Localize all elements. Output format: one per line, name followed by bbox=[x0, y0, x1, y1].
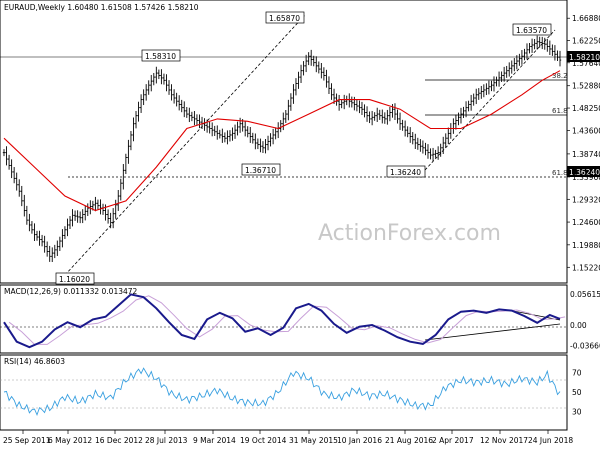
svg-text:1.63570: 1.63570 bbox=[516, 26, 547, 35]
svg-text:1.36240: 1.36240 bbox=[390, 168, 421, 177]
price-y-tick-1: 1.62250 bbox=[572, 37, 600, 46]
x-tick-10: 12 Nov 2017 bbox=[480, 436, 528, 445]
annotation-116020: 1.16020 bbox=[55, 272, 95, 285]
svg-text:1.65870: 1.65870 bbox=[269, 14, 300, 23]
x-tick-7: 10 Jan 2016 bbox=[337, 436, 382, 445]
macd-signal-line bbox=[8, 295, 566, 345]
moving-average-line bbox=[3, 70, 561, 212]
svg-text:1.36710: 1.36710 bbox=[245, 166, 276, 175]
price-y-tick-5: 1.43600 bbox=[572, 126, 600, 135]
price-y-tick-11: 1.15220 bbox=[572, 263, 600, 272]
macd-header: MACD(12,26,9) 0.011332 0.013472 bbox=[4, 287, 138, 296]
svg-text:1.58310: 1.58310 bbox=[145, 52, 176, 61]
trendline-up-2012-2015 bbox=[64, 14, 306, 276]
fib-label-61-8-upper: 61.8 bbox=[552, 107, 568, 115]
x-tick-0: 25 Sep 2011 bbox=[3, 436, 51, 445]
x-tick-9: 2 Apr 2017 bbox=[432, 436, 474, 445]
rsi-panel bbox=[0, 354, 568, 431]
x-tick-4: 9 Mar 2014 bbox=[193, 436, 236, 445]
trendline-up-2016-2018 bbox=[424, 29, 556, 171]
price-y-tick-9: 1.24600 bbox=[572, 218, 600, 227]
annotation-163570: 1.63570 bbox=[512, 23, 552, 36]
price-y-tick-3: 1.52880 bbox=[572, 82, 600, 91]
level-label-136240: 1.36240 bbox=[567, 166, 600, 177]
current-price-label: 1.58210 bbox=[567, 51, 600, 62]
x-tick-2: 16 Dec 2012 bbox=[95, 436, 143, 445]
price-header: EURAUD,Weekly 1.60480 1.61508 1.57426 1.… bbox=[4, 3, 199, 12]
price-y-tick-2: 1.57640 bbox=[572, 59, 600, 68]
macd-y-tick-1: 0.00 bbox=[570, 321, 587, 330]
price-y-tick-10: 1.19880 bbox=[572, 241, 600, 250]
x-tick-3: 28 Jul 2013 bbox=[145, 436, 188, 445]
rsi-y-tick-0: 70 bbox=[572, 369, 582, 378]
rsi-y-tick-1: 50 bbox=[572, 388, 582, 397]
price-y-tick-7: 1.33960 bbox=[572, 173, 600, 182]
annotation-136710: 1.36710 bbox=[241, 163, 281, 176]
annotation-165870: 1.65870 bbox=[265, 11, 305, 24]
watermark: ActionForex.com bbox=[318, 221, 501, 246]
x-tick-8: 21 Aug 2016 bbox=[385, 436, 433, 445]
price-y-tick-0: 1.66880 bbox=[572, 14, 600, 23]
macd-y-tick-2: -0.036601 bbox=[570, 341, 600, 350]
rsi-y-tick-2: 30 bbox=[572, 407, 582, 416]
price-y-tick-6: 1.38740 bbox=[572, 150, 600, 159]
x-tick-5: 19 Oct 2014 bbox=[240, 436, 287, 445]
x-tick-1: 6 May 2012 bbox=[48, 436, 92, 445]
svg-text:1.16020: 1.16020 bbox=[59, 275, 90, 284]
macd-trendline-lower bbox=[424, 323, 561, 341]
macd-line bbox=[3, 293, 561, 349]
fib-label-61-8-lower: 61.8 bbox=[552, 169, 568, 177]
svg-text:1.36240: 1.36240 bbox=[569, 168, 600, 177]
price-panel bbox=[0, 0, 568, 284]
rsi-line bbox=[3, 367, 561, 417]
rsi-header: RSI(14) 46.8603 bbox=[4, 357, 65, 366]
price-y-tick-4: 1.48250 bbox=[572, 104, 600, 113]
annotation-136240: 1.36240 bbox=[386, 165, 426, 178]
fib-label-38-2: 38.2 bbox=[552, 72, 568, 80]
svg-text:1.58210: 1.58210 bbox=[569, 53, 600, 62]
macd-y-tick-0: 0.056154 bbox=[570, 290, 600, 299]
x-tick-11: 24 Jun 2018 bbox=[528, 436, 573, 445]
price-y-tick-8: 1.29320 bbox=[572, 195, 600, 204]
annotation-158310: 1.58310 bbox=[141, 49, 181, 62]
x-tick-6: 31 May 2015 bbox=[289, 436, 338, 445]
